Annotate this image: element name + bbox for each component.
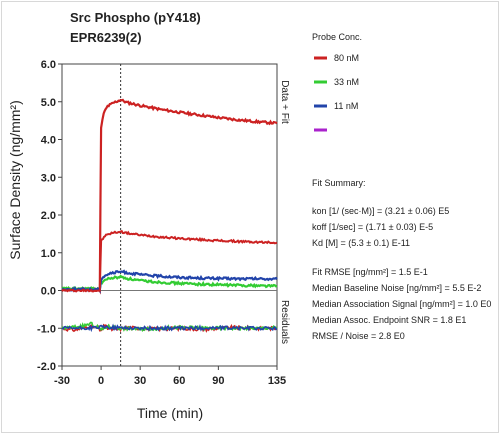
- series-line: [61, 229, 278, 293]
- endpoint-snr-text: Median Assoc. Endpoint SNR = 1.8 E1: [312, 315, 466, 325]
- y-tick-label: 2.0: [41, 210, 56, 222]
- koff-text: koff [1/sec] = (1.71 ± 0.03) E-5: [312, 222, 433, 232]
- y-tick-label: 6.0: [41, 59, 56, 71]
- x-tick-label: -30: [54, 375, 70, 387]
- legend-label: 33 nM: [334, 77, 359, 87]
- legend-label: 11 nM: [334, 101, 358, 111]
- y-tick-label: -2.0: [37, 361, 56, 373]
- x-tick-label: 30: [134, 375, 146, 387]
- y-tick-label: 5.0: [41, 97, 56, 109]
- chart-subtitle: EPR6239(2): [70, 30, 142, 45]
- rmse-noise-text: RMSE / Noise = 2.8 E0: [312, 331, 405, 341]
- fit-rmse-text: Fit RMSE [ng/mm²] = 1.5 E-1: [312, 267, 428, 277]
- x-tick-label: 135: [268, 375, 286, 387]
- fit-summary: Fit Summary: kon [1/ (sec·M)] = (3.21 ± …: [312, 178, 491, 341]
- kd-text: Kd [M] = (5.3 ± 0.1) E-11: [312, 238, 410, 248]
- y-axis-label: Surface Density (ng/mm²): [7, 100, 23, 259]
- data-fit-label: Data + Fit: [279, 80, 290, 124]
- x-tick-label: 0: [98, 375, 104, 387]
- residual-line: [61, 323, 278, 333]
- x-axis-label: Time (min): [137, 405, 203, 421]
- association-signal-text: Median Association Signal [ng/mm²] = 1.0…: [312, 299, 491, 309]
- plot-frame: [61, 63, 278, 367]
- x-tick-label: 60: [173, 375, 185, 387]
- legend-items: 80 nM 33 nM 11 nM: [314, 53, 359, 132]
- series-line: [61, 98, 278, 295]
- plot-area: -2.0 -1.0 0.0 1.0 2.0 3.0 4.0 5.0 6.0 -30 0 30 60 90 1…: [37, 59, 286, 387]
- y-tick-label: 0.0: [41, 286, 56, 298]
- y-tick-label: 3.0: [41, 172, 56, 184]
- kon-text: kon [1/ (sec·M)] = (3.21 ± 0.06) E5: [312, 206, 449, 216]
- legend-label: 80 nM: [334, 53, 359, 63]
- x-tick-label: 90: [212, 375, 224, 387]
- legend: Probe Conc. 80 nM 33 nM 11 nM: [312, 32, 362, 132]
- y-tick-label: -1.0: [37, 323, 56, 335]
- y-tick-label: 1.0: [41, 248, 56, 260]
- series-line: [61, 274, 278, 292]
- baseline-noise-text: Median Baseline Noise [ng/mm²] = 5.5 E-2: [312, 283, 481, 293]
- fit-summary-title: Fit Summary:: [312, 178, 366, 188]
- legend-title: Probe Conc.: [312, 32, 362, 42]
- residuals-label: Residuals: [279, 300, 290, 344]
- y-tick-label: 4.0: [41, 135, 56, 147]
- series-line: [61, 269, 278, 294]
- chart-title: Src Phospho (pY418): [70, 10, 201, 25]
